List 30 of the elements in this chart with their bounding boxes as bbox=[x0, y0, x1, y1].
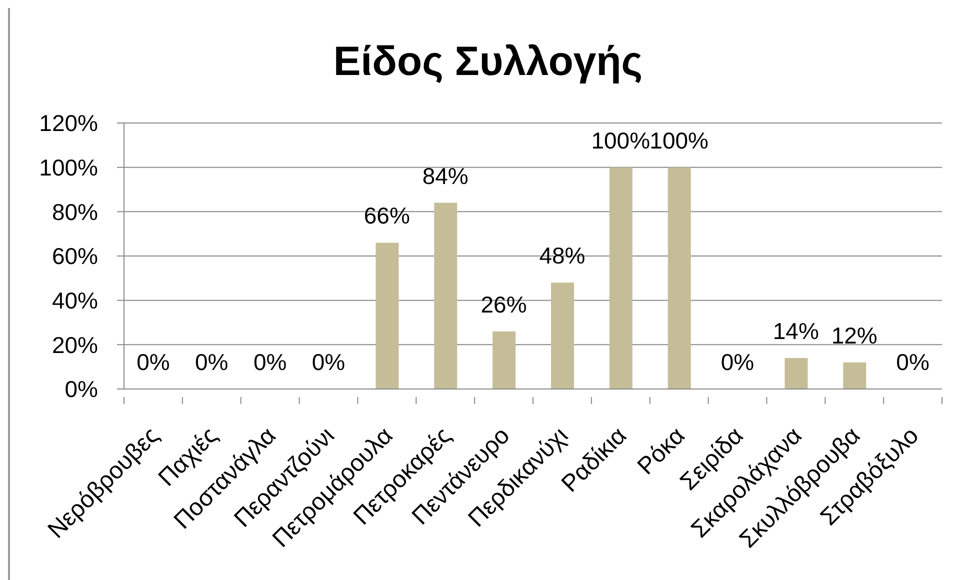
bar bbox=[376, 242, 399, 389]
bar bbox=[843, 362, 866, 389]
data-label: 0% bbox=[720, 349, 754, 375]
y-tick-label: 20% bbox=[52, 332, 98, 358]
bar bbox=[434, 202, 458, 389]
bar bbox=[551, 282, 574, 389]
y-tick-label: 100% bbox=[39, 154, 98, 180]
data-label: 0% bbox=[136, 349, 170, 375]
data-label: 14% bbox=[772, 318, 819, 344]
y-tick-label: 40% bbox=[52, 288, 98, 314]
bar bbox=[609, 167, 632, 389]
data-label: 0% bbox=[896, 349, 930, 375]
data-label: 48% bbox=[539, 242, 586, 269]
y-tick-label: 0% bbox=[64, 376, 98, 402]
data-label: 0% bbox=[195, 349, 228, 375]
y-tick-label: 80% bbox=[52, 198, 98, 225]
chart-title: Είδος Συλλογής bbox=[332, 38, 644, 84]
y-tick-label: 60% bbox=[52, 243, 98, 270]
y-tick-label: 120% bbox=[39, 110, 98, 136]
bar bbox=[668, 167, 691, 389]
data-label: 26% bbox=[480, 291, 527, 318]
data-label: 12% bbox=[831, 322, 878, 348]
bar bbox=[492, 331, 516, 389]
data-label: 66% bbox=[364, 202, 410, 229]
data-label: 100% bbox=[650, 127, 708, 154]
data-label: 84% bbox=[422, 162, 468, 189]
data-label: 0% bbox=[312, 349, 346, 375]
bar bbox=[784, 358, 808, 389]
data-label: 100% bbox=[591, 127, 650, 154]
data-label: 0% bbox=[253, 349, 287, 375]
